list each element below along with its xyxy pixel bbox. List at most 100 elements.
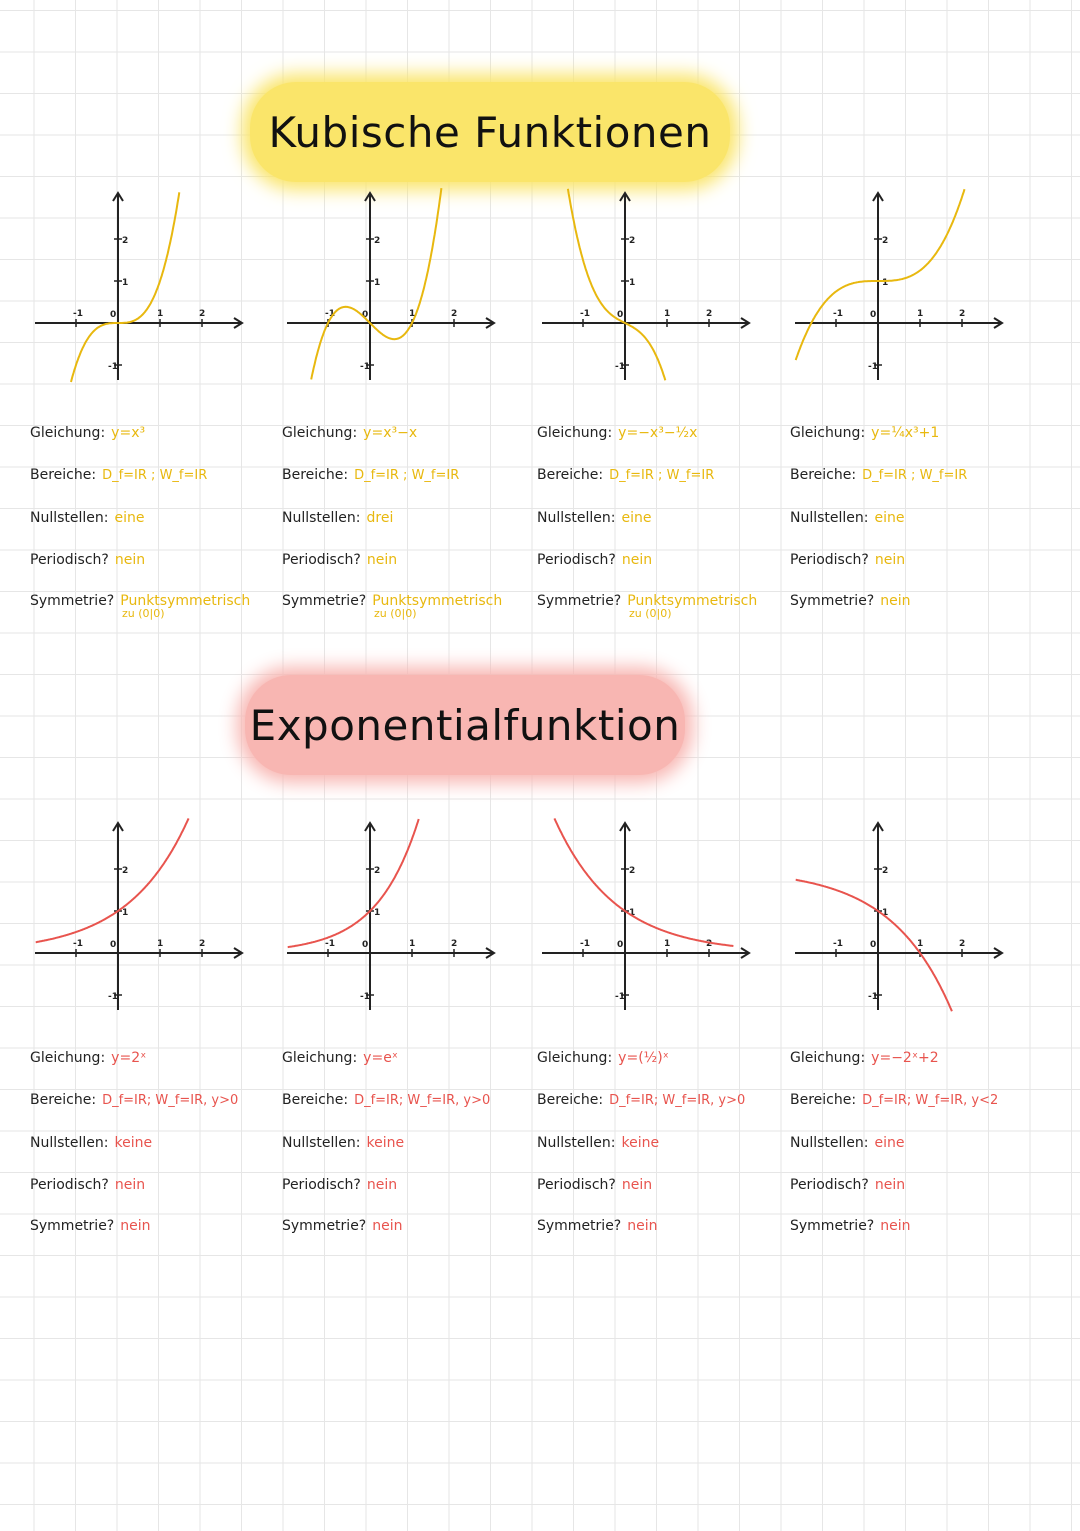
equation-row: Gleichung: y=x³−x — [282, 425, 417, 441]
origin-label: 0 — [617, 940, 623, 950]
graph-svg: -1 1 2 0 2 1 -1 — [794, 188, 1004, 380]
symmetry-label: Symmetrie? — [30, 593, 115, 609]
periodic-label: Periodisch? — [282, 552, 361, 568]
domain-range-label: Bereiche: — [790, 467, 857, 483]
y-axis-arrow — [364, 821, 376, 832]
domain-range-value: D_f=IR ; W_f=IR — [102, 468, 208, 483]
graph-svg: -1 1 2 0 2 1 -1 — [287, 818, 496, 1010]
function-graph: -1 1 2 0 2 1 -1 — [790, 815, 1040, 1015]
equation-label: Gleichung: — [537, 425, 613, 441]
y-tick-label: -1 — [615, 362, 625, 372]
zeros-label: Nullstellen: — [30, 510, 109, 526]
periodic-value: nein — [874, 1177, 906, 1193]
x-axis-arrow — [740, 947, 751, 959]
equation-label: Gleichung: — [537, 1050, 613, 1066]
function-curve — [287, 818, 420, 949]
symmetry-value: Punktsymmetrisch — [372, 593, 503, 609]
origin-label: 0 — [617, 310, 623, 320]
function-graph: -1 1 2 0 2 1 -1 — [30, 815, 280, 1015]
function-graph: -1 1 2 0 2 1 -1 — [537, 815, 787, 1015]
periodic-label: Periodisch? — [790, 1177, 869, 1193]
x-axis-arrow — [993, 947, 1004, 959]
periodic-row: Periodisch? nein — [790, 552, 905, 568]
zeros-row: Nullstellen: keine — [30, 1135, 152, 1151]
domain-range-label: Bereiche: — [30, 1092, 97, 1108]
y-tick-label: 2 — [122, 866, 128, 876]
symmetry-center: zu (0|0) — [629, 607, 672, 620]
equation-value: y=x³−x — [363, 425, 418, 441]
zeros-label: Nullstellen: — [790, 510, 869, 526]
equation-row: Gleichung: y=¼x³+1 — [790, 425, 939, 441]
y-tick-label: 1 — [122, 908, 128, 918]
symmetry-center: zu (0|0) — [374, 607, 417, 620]
origin-label: 0 — [362, 940, 368, 950]
symmetry-label: Symmetrie? — [790, 1218, 875, 1234]
zeros-label: Nullstellen: — [282, 1135, 361, 1151]
periodic-label: Periodisch? — [537, 1177, 616, 1193]
symmetry-value: nein — [120, 1218, 151, 1234]
domain-range-label: Bereiche: — [282, 1092, 349, 1108]
origin-label: 0 — [870, 940, 876, 950]
y-tick-label: -1 — [360, 362, 370, 372]
function-curve — [70, 192, 181, 383]
origin-label: 0 — [110, 940, 116, 950]
y-tick-label: 2 — [374, 866, 380, 876]
y-axis-arrow — [872, 191, 884, 202]
zeros-label: Nullstellen: — [790, 1135, 869, 1151]
domain-range-label: Bereiche: — [790, 1092, 857, 1108]
x-tick-label: -1 — [833, 939, 843, 949]
symmetry-label: Symmetrie? — [537, 1218, 622, 1234]
x-tick-label: 2 — [706, 309, 712, 319]
equation-label: Gleichung: — [282, 425, 358, 441]
zeros-value: eine — [874, 1135, 905, 1151]
x-tick-label: 1 — [664, 939, 670, 949]
function-curve — [553, 817, 734, 947]
function-curve — [794, 188, 966, 361]
x-tick-label: 1 — [917, 309, 923, 319]
x-axis-arrow — [485, 947, 496, 959]
equation-value: y=¼x³+1 — [871, 425, 940, 441]
zeros-row: Nullstellen: drei — [282, 510, 393, 526]
function-graph: -1 1 2 0 2 1 -1 — [30, 185, 280, 385]
zeros-row: Nullstellen: eine — [790, 510, 905, 526]
y-tick-label: -1 — [108, 362, 118, 372]
periodic-value: nein — [621, 1177, 653, 1193]
x-axis-arrow — [993, 317, 1004, 329]
symmetry-center: zu (0|0) — [122, 607, 165, 620]
y-tick-label: 2 — [882, 236, 888, 246]
cubic-section-title: Kubische Funktionen — [250, 82, 730, 182]
equation-value: y=2ˣ — [111, 1050, 147, 1066]
x-tick-label: 2 — [706, 939, 712, 949]
symmetry-row: Symmetrie? Punktsymmetrisch zu (0|0) — [30, 593, 250, 619]
y-axis-arrow — [619, 821, 631, 832]
y-tick-label: 1 — [882, 278, 888, 288]
x-tick-label: -1 — [580, 939, 590, 949]
periodic-value: nein — [114, 1177, 146, 1193]
periodic-label: Periodisch? — [282, 1177, 361, 1193]
symmetry-label: Symmetrie? — [282, 1218, 367, 1234]
zeros-row: Nullstellen: eine — [537, 510, 652, 526]
domain-range-row: Bereiche: D_f=IR; W_f=IR, y>0 — [537, 1092, 745, 1108]
equation-label: Gleichung: — [790, 425, 866, 441]
equation-label: Gleichung: — [30, 1050, 106, 1066]
y-axis-arrow — [112, 191, 124, 202]
equation-row: Gleichung: y=−2ˣ+2 — [790, 1050, 939, 1066]
domain-range-value: D_f=IR ; W_f=IR — [354, 468, 460, 483]
x-axis-arrow — [740, 317, 751, 329]
periodic-row: Periodisch? nein — [30, 552, 145, 568]
periodic-row: Periodisch? nein — [537, 552, 652, 568]
x-tick-label: -1 — [580, 309, 590, 319]
symmetry-row: Symmetrie? nein — [790, 1218, 911, 1234]
title-highlight-yellow — [250, 82, 730, 182]
y-tick-label: -1 — [615, 992, 625, 1002]
symmetry-value: nein — [880, 1218, 911, 1234]
domain-range-label: Bereiche: — [537, 1092, 604, 1108]
symmetry-row: Symmetrie? nein — [30, 1218, 151, 1234]
equation-label: Gleichung: — [282, 1050, 358, 1066]
domain-range-label: Bereiche: — [282, 467, 349, 483]
symmetry-row: Symmetrie? Punktsymmetrisch zu (0|0) — [537, 593, 757, 619]
x-tick-label: 1 — [917, 939, 923, 949]
periodic-row: Periodisch? nein — [537, 1177, 652, 1193]
zeros-row: Nullstellen: keine — [282, 1135, 404, 1151]
zeros-value: keine — [621, 1135, 660, 1151]
